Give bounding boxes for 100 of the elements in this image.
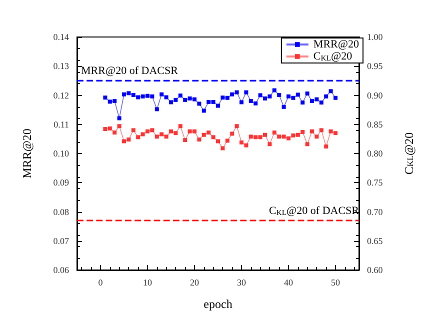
point xyxy=(314,97,319,102)
ref-line-label: MRR@20 of DACSR xyxy=(81,65,179,78)
point xyxy=(202,132,206,137)
point xyxy=(154,134,159,139)
x-tick-label: 0 xyxy=(98,278,104,288)
point xyxy=(216,139,220,144)
point xyxy=(136,95,140,100)
y-tick-label: 0.08 xyxy=(53,206,70,217)
y-tick-label: 0.06 xyxy=(53,265,70,275)
point xyxy=(183,98,188,102)
y2-tick-label: 0.75 xyxy=(367,178,384,188)
point xyxy=(192,97,196,102)
point xyxy=(258,93,262,98)
point xyxy=(131,92,136,97)
point xyxy=(169,100,173,104)
x-tick-label: 50 xyxy=(331,278,340,288)
y-axis-title: MRR@20 xyxy=(20,128,34,178)
point xyxy=(310,129,314,134)
point xyxy=(174,98,178,102)
point xyxy=(108,100,112,104)
y-tick-label: 0.10 xyxy=(53,148,70,158)
point xyxy=(103,96,108,100)
point xyxy=(277,92,282,97)
point xyxy=(216,104,220,108)
point xyxy=(263,96,267,100)
point xyxy=(225,96,230,100)
point xyxy=(164,134,168,139)
point xyxy=(112,130,117,135)
y2-tick-label: 0.90 xyxy=(367,90,384,100)
point xyxy=(230,92,234,96)
point xyxy=(117,124,122,128)
point xyxy=(122,92,126,96)
x-axis-title: epoch xyxy=(204,297,232,311)
point xyxy=(328,89,333,94)
point xyxy=(277,134,282,139)
point xyxy=(291,96,296,100)
x-tick-label: 10 xyxy=(143,278,152,288)
point xyxy=(220,146,225,150)
point xyxy=(202,108,206,113)
point xyxy=(314,134,319,139)
point xyxy=(319,100,324,105)
point xyxy=(244,90,248,94)
point xyxy=(146,94,150,98)
point xyxy=(140,132,145,136)
point xyxy=(291,133,296,138)
point xyxy=(197,102,202,106)
point xyxy=(136,135,140,140)
point xyxy=(178,94,182,98)
point xyxy=(108,126,112,130)
point xyxy=(248,134,253,139)
point xyxy=(254,135,258,140)
point xyxy=(230,132,234,136)
point xyxy=(286,136,290,140)
y-tick-label: 0.14 xyxy=(53,32,70,42)
y2-tick-label: 0.95 xyxy=(367,61,384,72)
point xyxy=(296,92,300,97)
point xyxy=(305,92,310,96)
y2-tick-label: 0.70 xyxy=(367,206,384,217)
y2-tick-label: 0.85 xyxy=(367,119,384,130)
point xyxy=(164,95,168,100)
point xyxy=(211,135,216,140)
point xyxy=(112,99,117,104)
point xyxy=(305,142,310,146)
point xyxy=(206,130,211,135)
point xyxy=(150,128,154,132)
point xyxy=(174,131,178,136)
x-tick-label: 20 xyxy=(190,278,200,288)
point xyxy=(240,100,244,104)
point xyxy=(206,100,211,104)
point xyxy=(178,124,182,128)
point xyxy=(225,138,230,143)
point xyxy=(160,92,164,96)
point xyxy=(248,99,253,104)
point xyxy=(263,132,267,137)
point xyxy=(244,143,248,148)
point xyxy=(131,128,136,132)
point xyxy=(319,128,324,132)
y-tick-label: 0.07 xyxy=(53,236,70,246)
point xyxy=(183,138,188,142)
point xyxy=(117,116,122,120)
x-tick-label: 40 xyxy=(284,278,294,288)
point xyxy=(160,132,164,136)
y2-tick-label: 1.00 xyxy=(367,32,384,42)
point xyxy=(240,140,244,144)
y-tick-label: 0.12 xyxy=(53,90,69,100)
point xyxy=(154,107,159,112)
point xyxy=(192,129,196,134)
y-tick-label: 0.13 xyxy=(53,61,70,72)
point xyxy=(254,101,258,106)
x-tick-label: 30 xyxy=(237,278,246,288)
point xyxy=(220,96,225,100)
y-tick-label: 0.11 xyxy=(54,119,69,130)
point xyxy=(334,131,338,136)
point xyxy=(258,135,262,140)
point xyxy=(211,100,216,104)
point xyxy=(296,132,300,137)
point xyxy=(324,94,328,98)
point xyxy=(272,130,276,135)
y2-axis-title: CKL@20 xyxy=(402,132,416,175)
point xyxy=(324,144,328,149)
